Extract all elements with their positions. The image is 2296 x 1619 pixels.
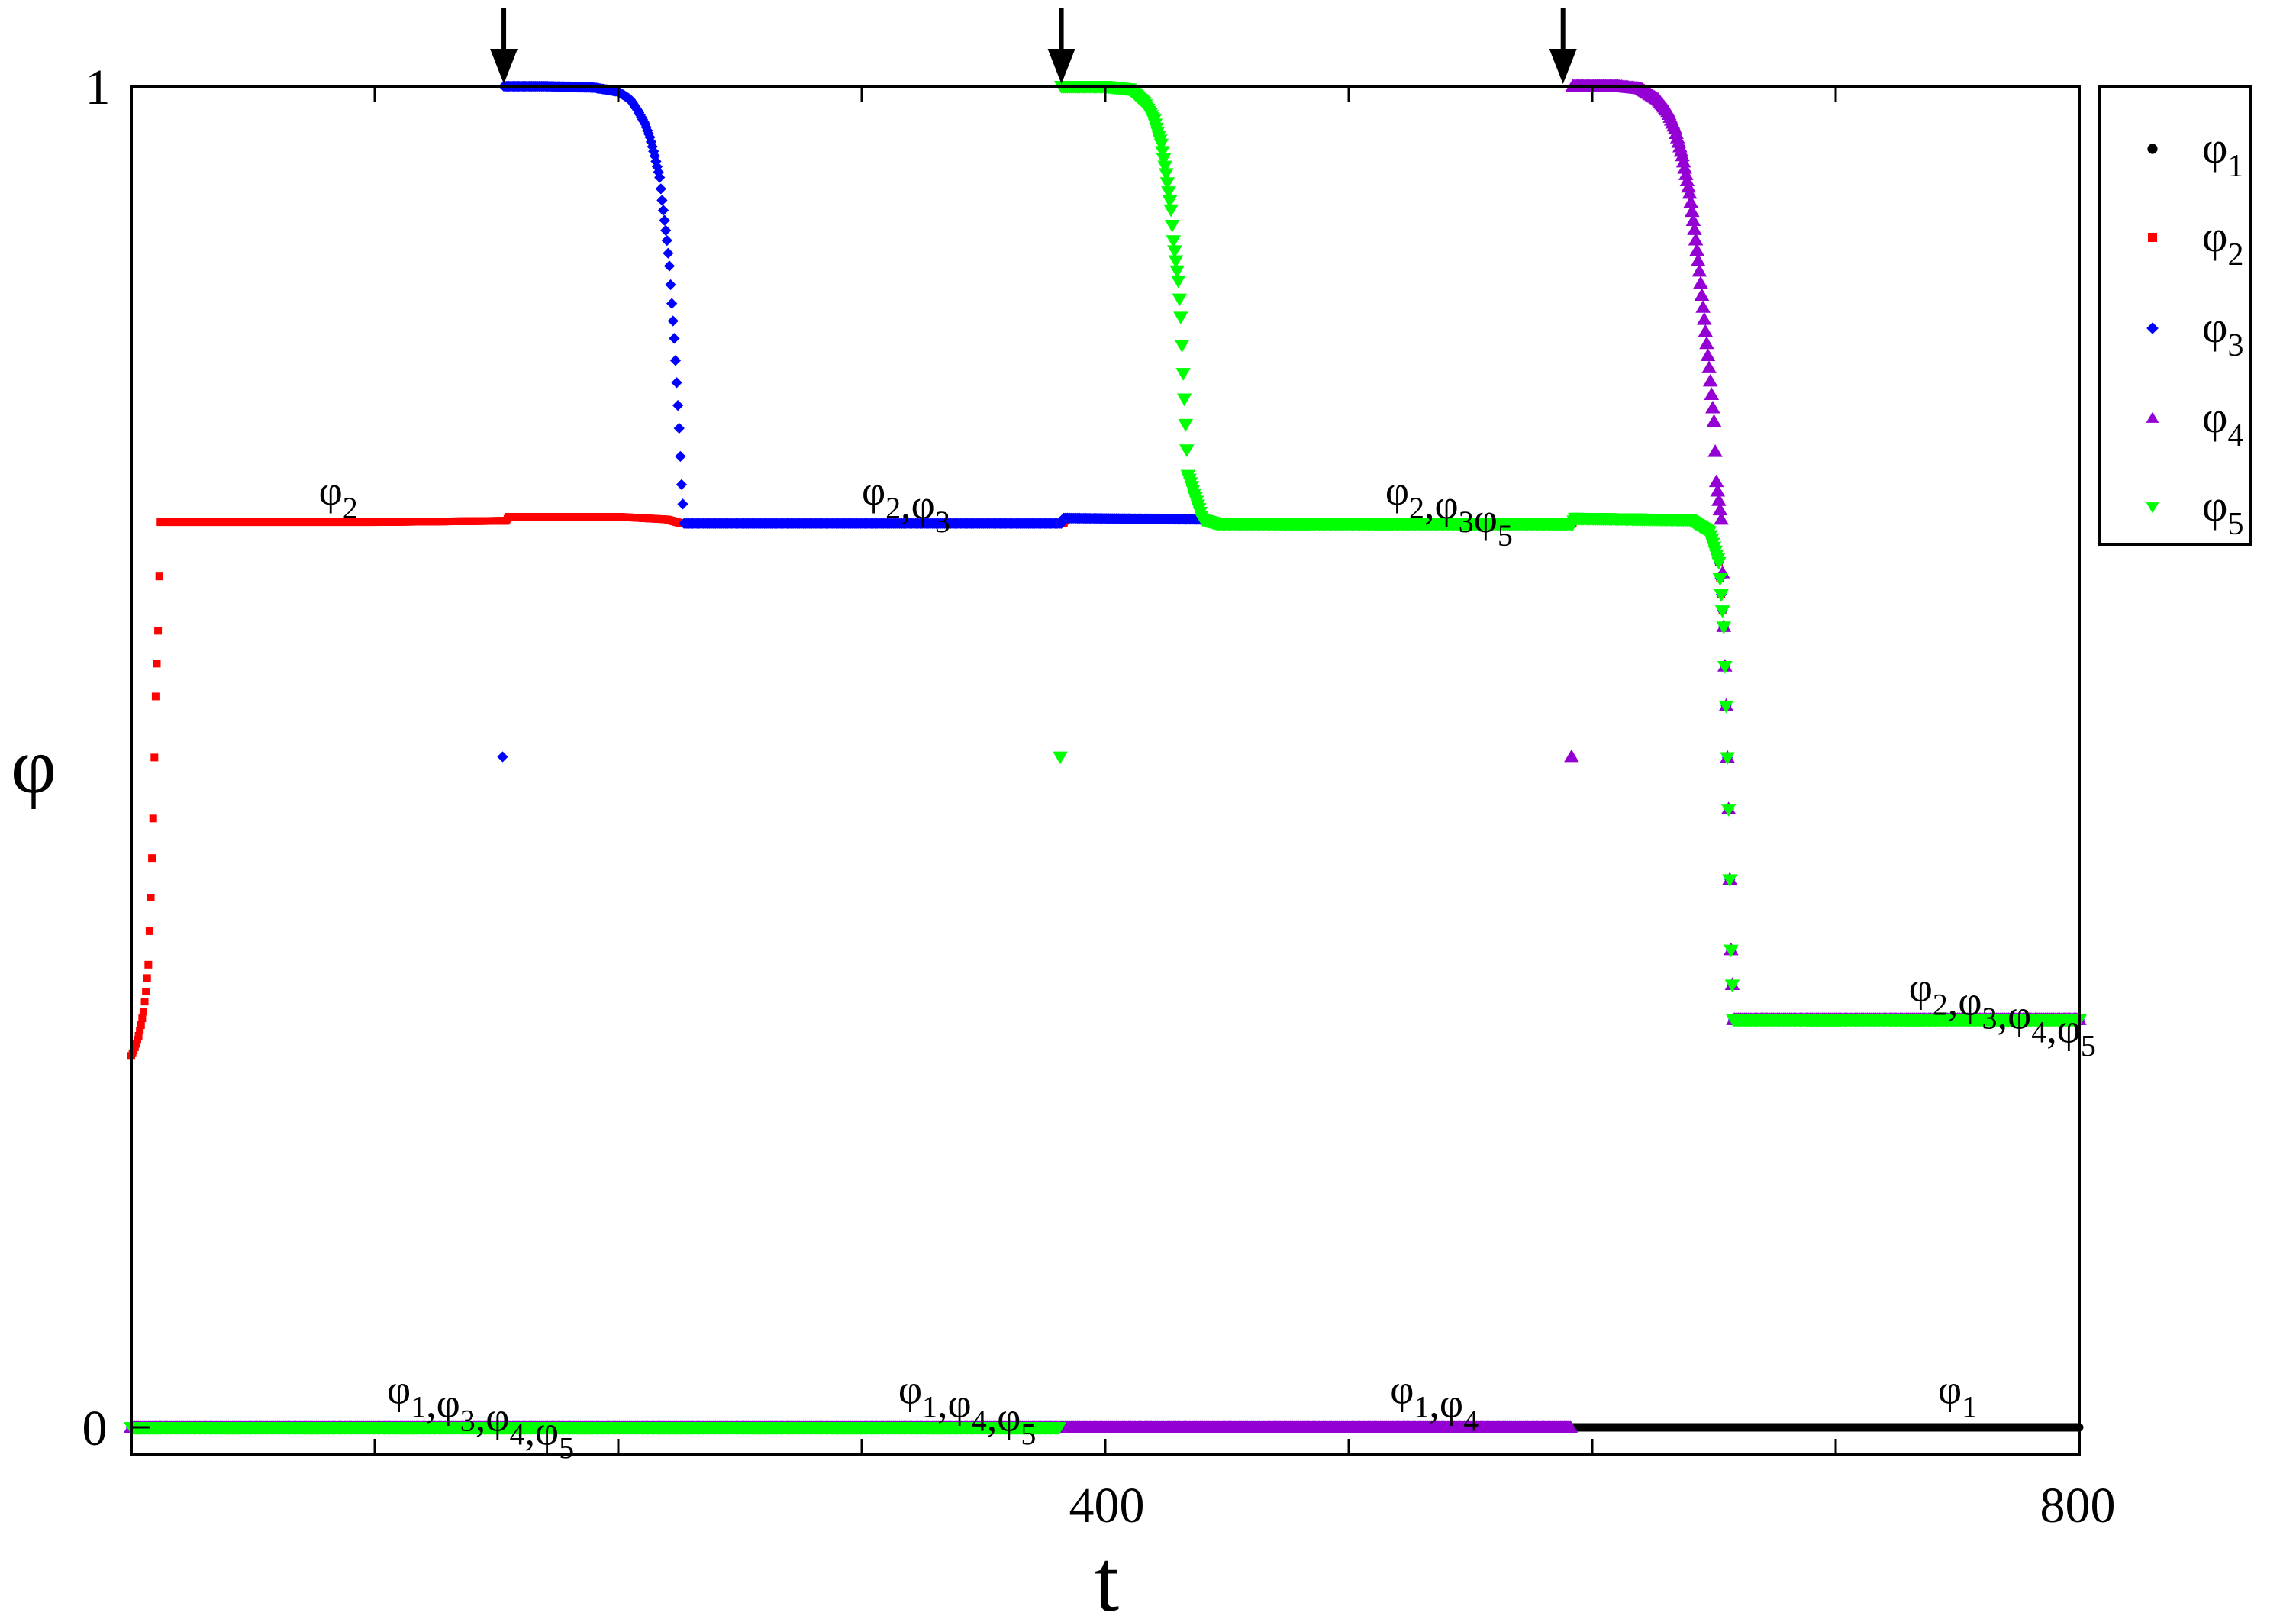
point-phi2 [136, 1026, 144, 1034]
point-phi2 [149, 814, 157, 823]
point-phi2 [145, 927, 153, 935]
point-phi2 [132, 1040, 140, 1048]
point-phi2 [142, 987, 150, 995]
point-phi2 [148, 854, 156, 863]
point-phi2 [143, 974, 151, 982]
point-phi2 [155, 572, 163, 581]
point-phi2 [154, 627, 163, 635]
point-phi2 [144, 960, 153, 969]
point-phi2 [137, 1021, 145, 1029]
point-phi2 [138, 1014, 147, 1023]
point-phi2 [150, 753, 159, 762]
point-phi2 [140, 998, 149, 1006]
point-phi2 [139, 1008, 147, 1016]
point-phi2 [153, 660, 161, 668]
point-phi2 [133, 1036, 141, 1044]
point-phi2 [134, 1031, 143, 1040]
point-phi2 [147, 893, 155, 901]
point-phi2 [151, 692, 160, 701]
